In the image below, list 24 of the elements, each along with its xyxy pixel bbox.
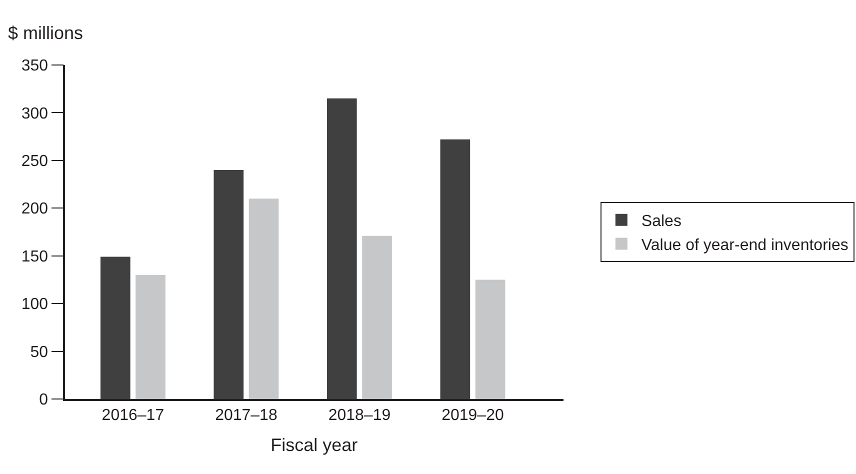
x-axis-title: Fiscal year bbox=[270, 434, 358, 455]
y-tick-label: 350 bbox=[21, 58, 48, 75]
legend-label: Value of year-end inventories bbox=[641, 236, 848, 254]
y-tick-label: 100 bbox=[21, 296, 48, 314]
bar bbox=[214, 170, 244, 399]
y-tick-label: 50 bbox=[30, 344, 48, 361]
bar bbox=[100, 256, 130, 399]
legend-label: Sales bbox=[641, 213, 682, 230]
bar bbox=[326, 98, 357, 399]
x-tick-label: 2018–19 bbox=[328, 407, 391, 424]
bar bbox=[248, 198, 279, 399]
bar bbox=[475, 280, 506, 399]
x-tick-label: 2017–18 bbox=[215, 407, 278, 424]
y-tick-label: 300 bbox=[21, 105, 48, 122]
bar bbox=[136, 274, 166, 399]
y-tick-label: 200 bbox=[21, 200, 48, 218]
bar bbox=[362, 236, 392, 399]
x-tick-label: 2019–20 bbox=[442, 407, 504, 424]
x-tick-label: 2016–17 bbox=[102, 407, 164, 424]
y-tick-label: 250 bbox=[21, 153, 48, 170]
y-tick-label: 0 bbox=[39, 392, 48, 409]
bar bbox=[440, 139, 470, 399]
y-tick-label: 150 bbox=[21, 248, 48, 266]
y-axis-title: $ millions bbox=[8, 23, 84, 43]
